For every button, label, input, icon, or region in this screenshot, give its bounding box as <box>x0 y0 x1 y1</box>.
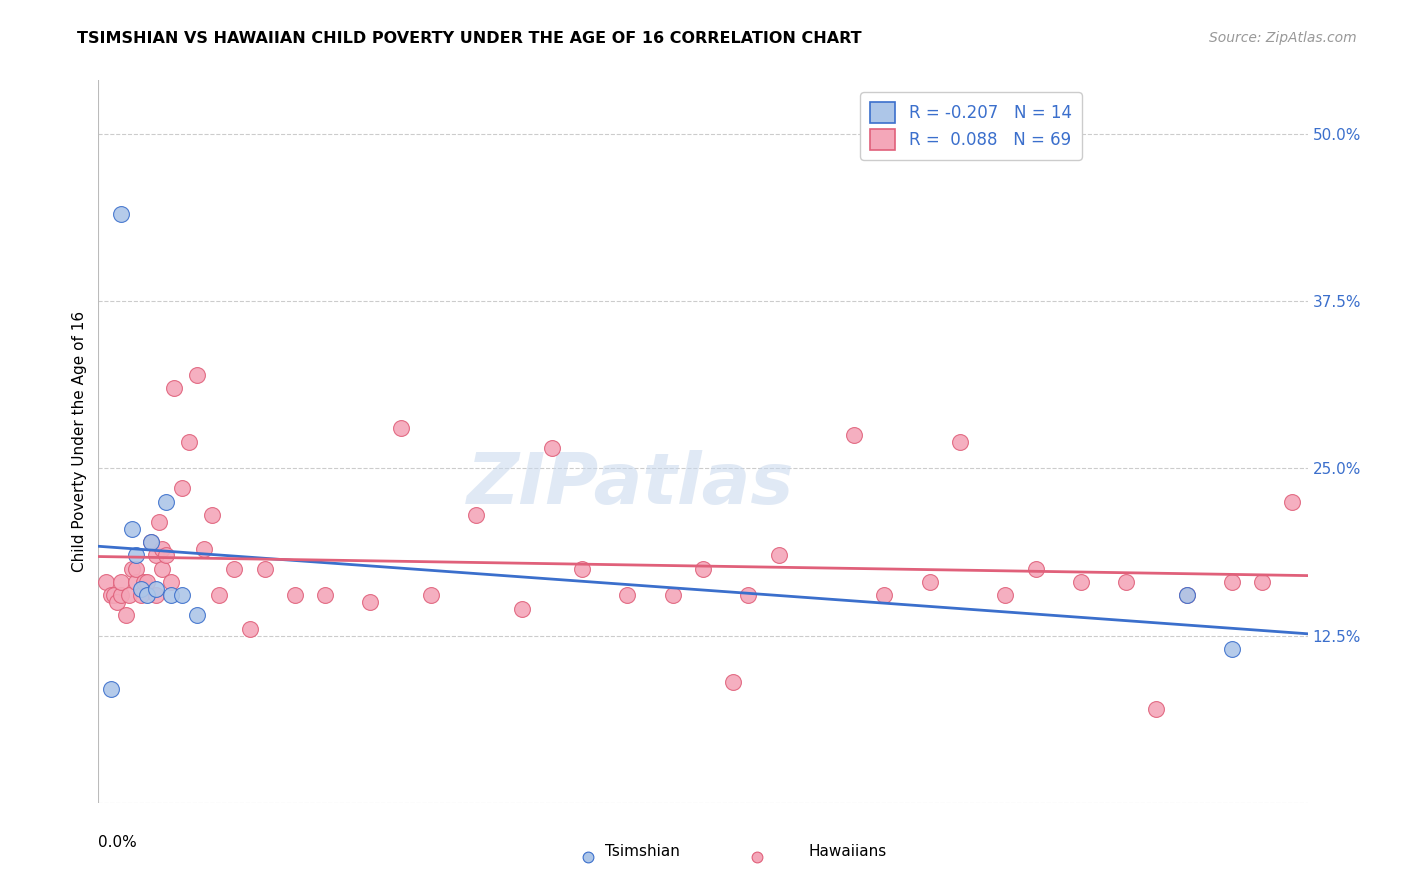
Text: ZIPatlas: ZIPatlas <box>467 450 794 519</box>
Point <box>1175 589 1198 603</box>
Point <box>661 589 683 603</box>
Point <box>114 608 136 623</box>
Point <box>118 589 141 603</box>
Point <box>193 541 215 556</box>
Point <box>160 589 183 603</box>
Point <box>141 534 163 549</box>
Text: Tsimshian: Tsimshian <box>605 845 679 859</box>
Point <box>918 575 941 590</box>
Point <box>155 494 177 508</box>
Point <box>1144 702 1167 716</box>
Point <box>994 589 1017 603</box>
Point <box>844 427 866 442</box>
Point <box>103 589 125 603</box>
Point <box>94 575 117 590</box>
Point <box>155 548 177 563</box>
Point <box>132 575 155 590</box>
Point <box>1115 575 1137 590</box>
Point <box>148 515 170 529</box>
Point <box>105 595 128 609</box>
Point <box>110 575 132 590</box>
Point <box>253 562 276 576</box>
Point <box>121 562 143 576</box>
Text: Source: ZipAtlas.com: Source: ZipAtlas.com <box>1209 31 1357 45</box>
Point <box>465 508 488 523</box>
Point <box>125 575 148 590</box>
Point <box>110 207 132 221</box>
Point <box>540 442 562 455</box>
Point <box>510 602 533 616</box>
Point <box>1251 575 1274 590</box>
Point <box>239 622 262 636</box>
Point <box>129 589 152 603</box>
Text: TSIMSHIAN VS HAWAIIAN CHILD POVERTY UNDER THE AGE OF 16 CORRELATION CHART: TSIMSHIAN VS HAWAIIAN CHILD POVERTY UNDE… <box>77 31 862 46</box>
Point <box>145 589 167 603</box>
Point <box>160 575 183 590</box>
Point <box>125 548 148 563</box>
Point <box>723 675 745 690</box>
Point <box>125 562 148 576</box>
Point <box>150 541 173 556</box>
Point <box>949 434 972 449</box>
Point <box>186 608 208 623</box>
Point <box>1281 494 1303 508</box>
Point <box>145 582 167 596</box>
Point <box>145 548 167 563</box>
Point <box>1220 642 1243 657</box>
Point <box>135 575 157 590</box>
Point <box>873 589 896 603</box>
Point <box>129 582 152 596</box>
Point <box>100 589 122 603</box>
Y-axis label: Child Poverty Under the Age of 16: Child Poverty Under the Age of 16 <box>72 311 87 572</box>
Point <box>314 589 336 603</box>
Point <box>163 381 186 395</box>
Point <box>224 562 246 576</box>
Text: 0.0%: 0.0% <box>98 835 138 850</box>
Point <box>170 589 193 603</box>
Point <box>768 548 790 563</box>
Point <box>389 421 412 435</box>
Point <box>135 589 157 603</box>
Point <box>208 589 231 603</box>
Point <box>179 434 201 449</box>
Point <box>420 589 443 603</box>
Point <box>1024 562 1046 576</box>
Point <box>1220 575 1243 590</box>
Point <box>692 562 714 576</box>
Point <box>737 589 759 603</box>
Point <box>201 508 224 523</box>
Point <box>571 562 593 576</box>
Legend: R = -0.207   N = 14, R =  0.088   N = 69: R = -0.207 N = 14, R = 0.088 N = 69 <box>860 92 1081 160</box>
Point <box>150 562 173 576</box>
Point <box>100 681 122 696</box>
Point <box>170 482 193 496</box>
Point <box>360 595 382 609</box>
Point <box>1175 589 1198 603</box>
Point <box>121 521 143 535</box>
Text: Hawaiians: Hawaiians <box>808 845 887 859</box>
Point <box>110 589 132 603</box>
Point <box>1070 575 1092 590</box>
Point <box>186 368 208 382</box>
Point <box>616 589 638 603</box>
Point <box>141 534 163 549</box>
Point <box>284 589 307 603</box>
